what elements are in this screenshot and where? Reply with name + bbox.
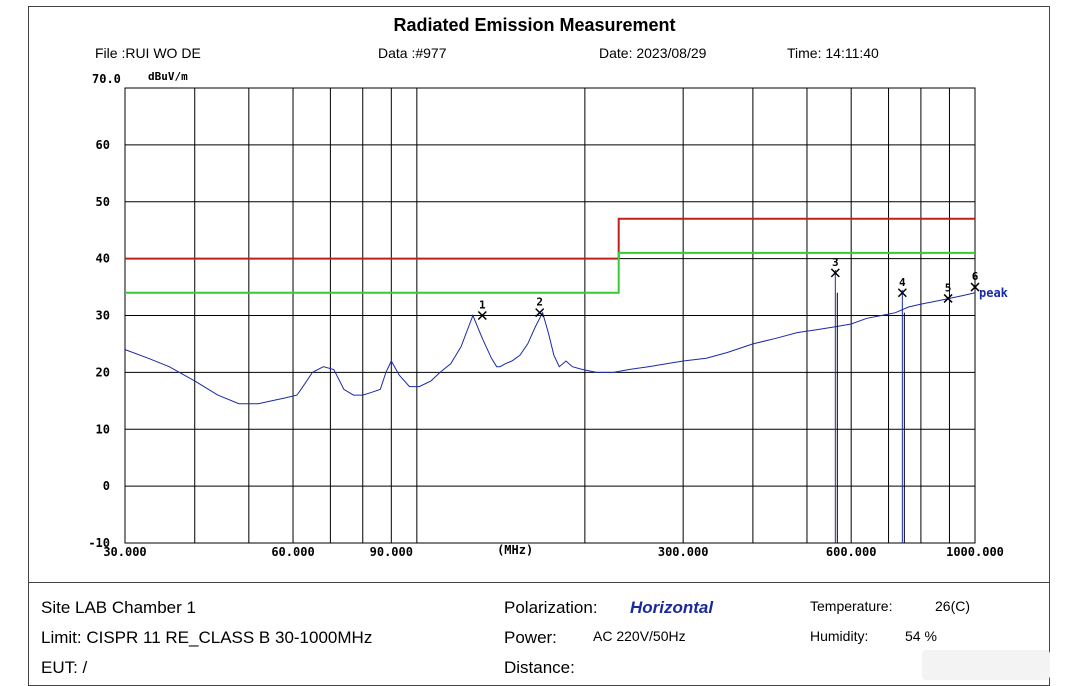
y-tick-label: -10: [88, 536, 110, 550]
y-top-label: 70.0: [92, 72, 121, 86]
blurred-badge: [922, 650, 1050, 680]
grid: [124, 87, 976, 544]
date-label: Date: 2023/08/29: [599, 45, 707, 61]
power-label: Power:: [504, 628, 557, 647]
y-unit-label: dBuV/m: [148, 70, 188, 83]
distance-label: Distance:: [504, 658, 575, 677]
marker-label: 2: [536, 296, 543, 309]
y-tick-label: 20: [96, 365, 110, 379]
x-unit-label: (MHz): [497, 543, 533, 557]
y-tick-label: 0: [103, 479, 110, 493]
y-tick-label: 40: [96, 252, 110, 266]
temperature-label: Temperature:: [810, 598, 893, 614]
marker-x: [535, 308, 545, 318]
series-lines: [124, 217, 976, 543]
humidity-value: 54 %: [905, 628, 937, 644]
file-label: File :RUI WO DE: [95, 45, 201, 61]
x-tick-label: 30.000: [103, 545, 146, 559]
y-tick-label: 60: [96, 138, 110, 152]
trace-line: [124, 292, 976, 405]
marker-label: 4: [899, 276, 906, 289]
marker-label: 1: [479, 299, 486, 312]
polarization-value: Horizontal: [630, 598, 714, 617]
marker-x: [897, 288, 907, 298]
temperature-value: 26(C): [935, 598, 971, 614]
marker-label: 6: [972, 270, 979, 283]
x-tick-label: 90.000: [370, 545, 413, 559]
marker-label: 5: [945, 281, 952, 294]
footer-separator: [28, 582, 1050, 583]
y-tick-label: 50: [96, 195, 110, 209]
markers: 1 2 3 4 5 6: [477, 256, 980, 321]
eut-label: EUT: /: [41, 658, 88, 677]
polarization-label: Polarization:: [504, 598, 598, 617]
y-tick-label: 30: [96, 309, 110, 323]
x-tick-label: 1000.000: [946, 545, 1004, 559]
power-value: AC 220V/50Hz: [593, 628, 686, 644]
x-tick-label: 600.000: [826, 545, 877, 559]
y-tick-label: 10: [96, 422, 110, 436]
margin-line: [125, 251, 975, 294]
data-label: Data :#977: [378, 45, 447, 61]
site-label: Site LAB Chamber 1: [41, 598, 196, 617]
marker-label: 3: [832, 256, 839, 269]
marker-x: [830, 268, 840, 278]
limit-label: Limit: CISPR 11 RE_CLASS B 30-1000MHz: [41, 628, 373, 647]
x-tick-label: 300.000: [658, 545, 709, 559]
x-tick-label: 60.000: [271, 545, 314, 559]
humidity-label: Humidity:: [810, 628, 869, 644]
trace-label: peak: [979, 286, 1009, 300]
time-label: Time: 14:11:40: [787, 45, 879, 61]
marker-x: [477, 310, 487, 321]
marker-x: [970, 282, 980, 292]
chart-title: Radiated Emission Measurement: [393, 15, 676, 35]
marker-x: [943, 293, 953, 303]
limit-line: [125, 217, 975, 260]
